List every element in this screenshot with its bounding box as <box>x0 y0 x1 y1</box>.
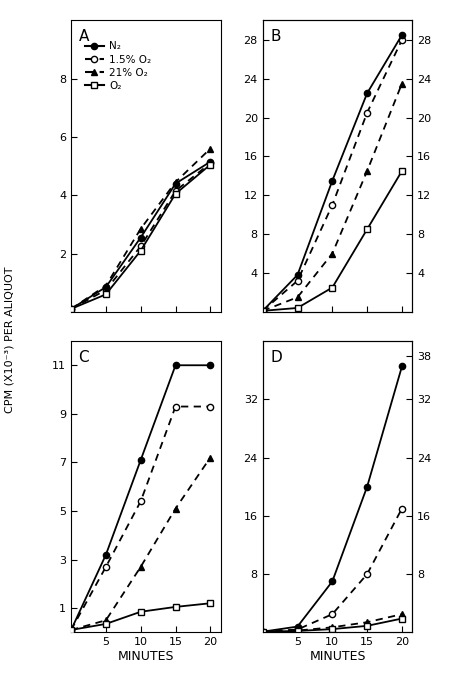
Text: CPM (X10⁻³) PER ALIQUOT: CPM (X10⁻³) PER ALIQUOT <box>4 267 15 413</box>
Text: B: B <box>270 29 281 44</box>
Text: C: C <box>79 350 89 364</box>
Legend: N₂, 1.5% O₂, 21% O₂, O₂: N₂, 1.5% O₂, 21% O₂, O₂ <box>81 37 155 95</box>
Text: D: D <box>270 350 282 364</box>
X-axis label: MINUTES: MINUTES <box>118 650 174 663</box>
X-axis label: MINUTES: MINUTES <box>310 650 366 663</box>
Text: A: A <box>79 29 89 44</box>
